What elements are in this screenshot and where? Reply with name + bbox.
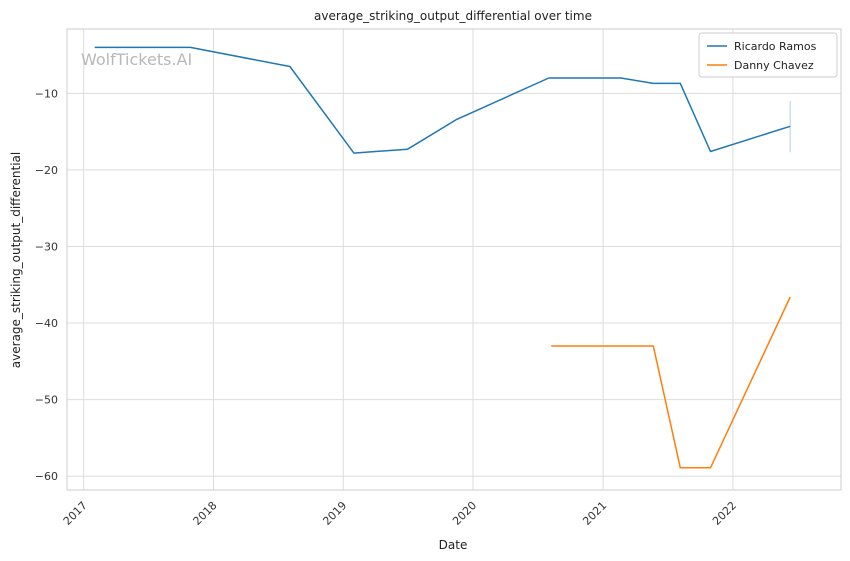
grid bbox=[67, 29, 841, 490]
watermark-text: WolfTickets.AI bbox=[81, 50, 192, 69]
series-lines bbox=[94, 46, 791, 469]
plot-area bbox=[66, 28, 842, 491]
x-tick-label: 2021 bbox=[580, 499, 609, 528]
legend-label: Ricardo Ramos bbox=[734, 40, 817, 53]
x-tick-label: 2020 bbox=[450, 499, 479, 528]
y-tick-label: −60 bbox=[35, 470, 58, 483]
x-tick-label: 2019 bbox=[320, 499, 349, 528]
x-tick-label: 2018 bbox=[191, 499, 220, 528]
legend-label: Danny Chavez bbox=[734, 59, 814, 72]
series-line-ricardo-ramos bbox=[94, 46, 791, 154]
legend-box bbox=[698, 32, 838, 78]
y-tick-label: −10 bbox=[35, 87, 58, 100]
y-tick-label: −40 bbox=[35, 317, 58, 330]
series-line-danny-chavez bbox=[551, 296, 791, 469]
x-tick-label: 2017 bbox=[61, 499, 90, 528]
x-axis-ticks: 2017 2018 2019 2020 2021 2022 bbox=[61, 499, 739, 528]
y-axis-label: average_striking_output_differential bbox=[9, 152, 23, 368]
chart-title: average_striking_output_differential ove… bbox=[314, 9, 592, 23]
y-axis-ticks: −10 −20 −30 −40 −50 −60 bbox=[35, 87, 58, 483]
legend: Ricardo Ramos Danny Chavez bbox=[698, 32, 838, 78]
x-tick-label: 2022 bbox=[710, 499, 739, 528]
y-tick-label: −50 bbox=[35, 394, 58, 407]
x-axis-label: Date bbox=[439, 538, 468, 552]
y-tick-label: −30 bbox=[35, 240, 58, 253]
y-tick-label: −20 bbox=[35, 164, 58, 177]
